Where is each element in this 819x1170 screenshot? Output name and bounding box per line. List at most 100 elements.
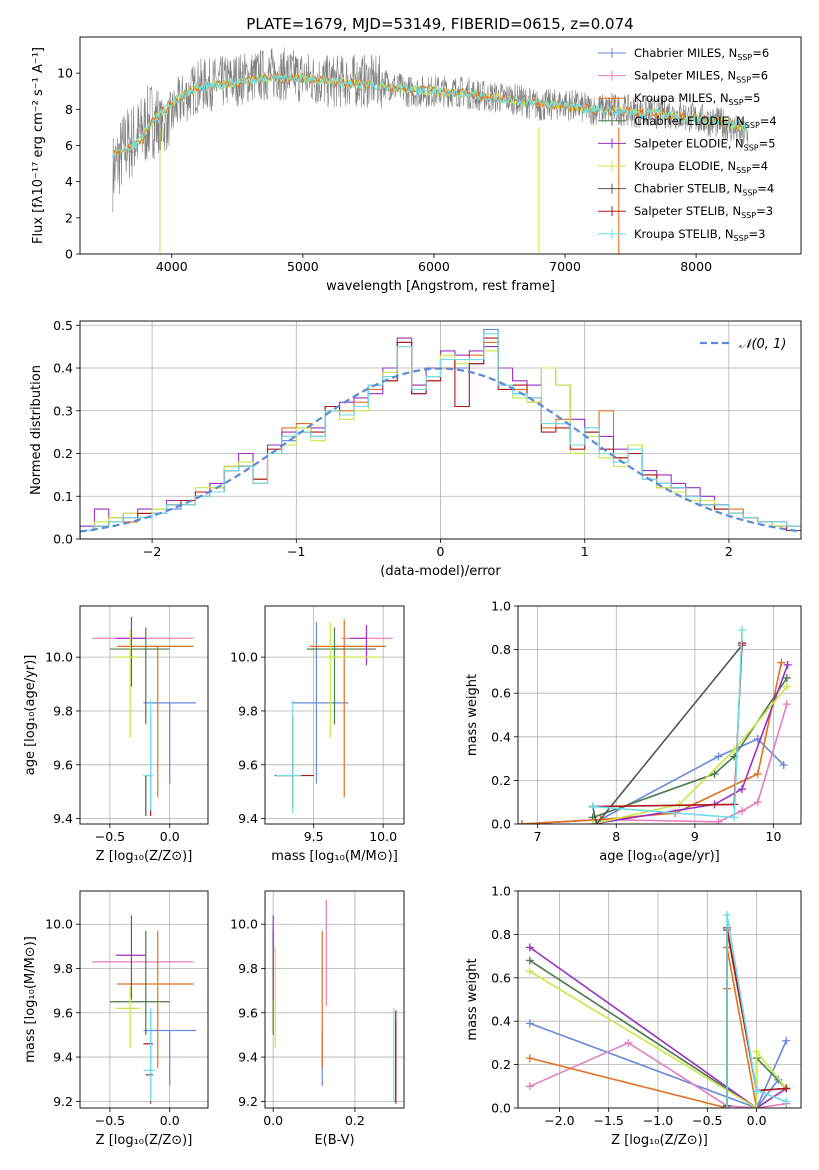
y-tick-label: 0.2	[53, 446, 73, 461]
y-tick-label: 0.1	[53, 489, 73, 504]
x-tick-label: 0.0	[263, 1113, 283, 1128]
panel-residuals: −2 −1 0 1 2 0.0 0.1 0.2 0.3 0.4 0.5 (data-model)/er…	[29, 318, 802, 579]
errorbar-point	[115, 915, 146, 1000]
weight-point-marker	[738, 806, 747, 815]
y-tick-label: 0	[65, 247, 73, 262]
legend-entry: Chabrier ELODIE, NSSP=4	[634, 114, 777, 130]
weight-point-marker	[723, 910, 732, 919]
weight-point-marker	[779, 761, 788, 770]
weight-series-line	[592, 686, 788, 824]
weight-series-line	[592, 664, 789, 824]
y-tick-label: 0.6	[491, 970, 511, 985]
errorbar-point	[143, 1008, 156, 1102]
errorbar-point	[115, 630, 140, 738]
weight-point-marker	[782, 673, 791, 682]
weight-point-marker	[723, 1104, 732, 1108]
axes-frame	[79, 36, 802, 255]
x-tick-label: 8	[612, 829, 620, 844]
errorbar-point	[306, 627, 377, 725]
panel-age-vs-mass: 9.5 10.0 9.4 9.6 9.8 10.0 mass [log₁₀(M/M⊙)]	[230, 605, 405, 864]
errorbar-point	[115, 986, 140, 1049]
weight-point-marker	[710, 769, 719, 778]
y-tick-label: 0.4	[491, 1014, 511, 1029]
ticks: 9.5 10.0 9.4 9.6 9.8 10.0	[230, 650, 397, 844]
axes-frame	[517, 890, 802, 1109]
x-tick-label: 0.0	[160, 1113, 180, 1128]
errorbar-point	[117, 930, 194, 1069]
y-tick-label: 9.2	[238, 1094, 258, 1109]
panel-mass-vs-Z: −0.5 0.0 9.2 9.4 9.6 9.8 10.0 Z [log₁₀(Z/Z⊙)] ma…	[23, 890, 209, 1148]
y-axis-label: mass weight	[465, 958, 480, 1040]
x-axis-label: Z [log₁₀(Z/Z⊙)]	[611, 1133, 708, 1148]
weight-point-marker	[730, 813, 739, 822]
x-tick-label: −2.0	[544, 1113, 574, 1128]
normal-curve	[80, 367, 801, 533]
weight-point-marker	[752, 1047, 761, 1056]
errorbar-point	[109, 627, 170, 725]
x-tick-label: 7000	[549, 259, 581, 274]
axes-frame	[517, 605, 802, 825]
axes-frame	[264, 890, 405, 1109]
axes-frame	[79, 890, 209, 1109]
x-tick-label: −0.5	[95, 829, 125, 844]
y-tick-label: 9.8	[238, 703, 258, 718]
errorbar-point	[143, 1029, 197, 1086]
y-tick-label: 0.2	[491, 1057, 511, 1072]
x-tick-label: −0.5	[692, 1113, 722, 1128]
legend-entry: Kroupa MILES, NSSP=5	[634, 91, 760, 107]
histogram-step	[80, 333, 801, 539]
y-tick-label: 9.6	[238, 757, 258, 772]
y-tick-label: 0.2	[491, 773, 511, 788]
x-axis-label: mass [log₁₀(M/M⊙)]	[271, 849, 398, 864]
x-tick-label: 6000	[418, 259, 450, 274]
plot-area	[112, 47, 749, 254]
grid	[265, 891, 404, 1108]
weight-point-marker	[738, 785, 747, 794]
legend-entry: Salpeter MILES, NSSP=6	[634, 69, 768, 85]
weight-point-marker	[752, 1104, 761, 1108]
axes-frame	[79, 605, 209, 825]
x-tick-label: 9	[691, 829, 699, 844]
weight-point-marker	[525, 956, 534, 965]
weight-point-marker	[782, 1097, 791, 1106]
weight-point-marker	[782, 1084, 791, 1093]
legend-entry: 𝒩(0, 1)	[739, 337, 786, 352]
y-axis-label: Flux [fλ10⁻¹⁷ erg cm⁻² s⁻¹ A⁻¹]	[31, 47, 46, 244]
x-tick-label: 9.5	[304, 829, 324, 844]
y-tick-label: 6	[65, 138, 73, 153]
y-tick-label: 10	[57, 66, 73, 81]
y-tick-label: 9.8	[53, 961, 73, 976]
x-tick-label: 10.0	[369, 829, 397, 844]
weight-point-marker	[753, 769, 762, 778]
y-tick-label: 0.0	[491, 817, 511, 832]
x-tick-label: −1	[287, 544, 305, 559]
weight-point-marker	[714, 752, 723, 761]
plot-area	[91, 616, 197, 816]
y-tick-label: 10.0	[230, 650, 258, 665]
x-tick-label: −1.5	[594, 1113, 624, 1128]
ticks: −0.5 0.0 9.4 9.6 9.8 10.0	[45, 650, 180, 844]
x-tick-label: 8000	[680, 259, 712, 274]
weight-point-marker	[592, 820, 601, 824]
x-tick-label: −0.5	[95, 1113, 125, 1128]
legend-entry: Salpeter STELIB, NSSP=3	[634, 204, 773, 220]
x-tick-label: 0.2	[345, 1113, 365, 1128]
weight-point-marker	[714, 817, 723, 824]
panel-weight-vs-Z: −2.0 −1.5 −1.0 −0.5 0.0 0.0 0.2 0.4 0.6 0.8 1.0 Z […	[465, 884, 802, 1148]
plot-area	[91, 915, 197, 1104]
weight-series-line	[529, 946, 787, 1108]
model-spectrum-line	[112, 71, 749, 158]
legend-entry: Salpeter ELODIE, NSSP=5	[634, 136, 776, 152]
x-tick-label: 4000	[156, 259, 188, 274]
y-tick-label: 2	[65, 210, 73, 225]
x-tick-label: 0.0	[160, 829, 180, 844]
ticks: −2 −1 0 1 2 0.0 0.1 0.2 0.3 0.4 0.5	[53, 318, 733, 559]
weight-point-marker	[777, 658, 786, 667]
errorbar-point	[323, 622, 379, 738]
x-tick-label: 5000	[287, 259, 319, 274]
weight-point-marker	[782, 1036, 791, 1045]
y-axis-label: mass weight	[465, 674, 480, 756]
x-tick-label: 7	[534, 829, 542, 844]
y-tick-label: 9.6	[238, 1005, 258, 1020]
